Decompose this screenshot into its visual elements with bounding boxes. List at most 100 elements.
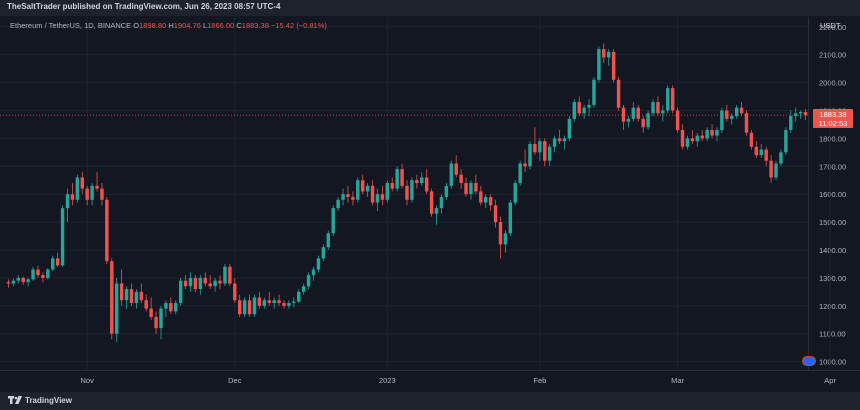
- y-tick-label: 1200.00: [819, 302, 846, 311]
- candle-body: [60, 208, 65, 266]
- candle-body: [587, 104, 591, 108]
- candle-body: [149, 308, 153, 317]
- candle-body: [439, 196, 444, 209]
- y-tick-label: 2200.00: [819, 23, 846, 32]
- candle-body: [469, 183, 473, 195]
- candle-body: [188, 277, 193, 287]
- candle-body: [513, 183, 517, 203]
- candle-body: [710, 130, 714, 136]
- y-tick-label: 1000.00: [819, 358, 846, 367]
- candle-body: [459, 174, 463, 184]
- candle-body: [779, 152, 783, 164]
- candle-body: [95, 185, 99, 189]
- bar-countdown: 11:02:53: [818, 119, 848, 129]
- candle-body: [744, 113, 749, 133]
- candle-body: [774, 163, 778, 178]
- candle-body: [646, 113, 650, 128]
- candle-body: [690, 138, 695, 142]
- candle-body: [237, 300, 242, 315]
- candle-body: [730, 116, 734, 119]
- candle-body: [316, 258, 321, 270]
- y-tick-label: 1500.00: [819, 218, 846, 227]
- candle-body: [484, 196, 488, 203]
- candle-body: [739, 107, 744, 114]
- candle-body: [144, 300, 148, 309]
- candle-body: [114, 283, 119, 334]
- candle-body: [503, 233, 508, 245]
- candle-body: [134, 291, 139, 304]
- y-tick-label: 2000.00: [819, 79, 846, 88]
- candle-body: [803, 111, 808, 116]
- candle-body: [26, 279, 30, 283]
- candle-body: [666, 88, 670, 111]
- candle-body: [247, 300, 252, 315]
- candle-body: [789, 116, 793, 131]
- x-tick-label: Dec: [228, 376, 242, 385]
- candle-body: [351, 196, 355, 200]
- candle-body: [385, 183, 390, 200]
- candle-body: [734, 107, 739, 117]
- candle-body: [51, 258, 55, 270]
- candle-body: [346, 194, 350, 197]
- candle-body: [11, 280, 16, 284]
- event-flag-icon[interactable]: [802, 356, 816, 366]
- candle-body: [410, 180, 414, 200]
- publisher-caption: TheSaltTrader published on TradingView.c…: [7, 2, 281, 11]
- candle-body: [311, 269, 316, 276]
- x-tick-label: Apr: [824, 376, 836, 385]
- candle-body: [592, 79, 596, 105]
- candle-body: [203, 277, 207, 284]
- candle-body: [55, 258, 60, 266]
- candle-body: [670, 88, 675, 111]
- candle-body: [626, 118, 631, 122]
- candle-body: [36, 269, 40, 276]
- candle-body: [80, 177, 84, 189]
- y-tick-label: 1700.00: [819, 162, 846, 171]
- candle-body: [183, 280, 188, 287]
- candle-body: [223, 266, 227, 284]
- candle-body: [321, 247, 326, 259]
- candle-body: [420, 177, 424, 184]
- x-tick-label: Mar: [671, 376, 684, 385]
- x-tick-label: Nov: [81, 376, 95, 385]
- candle-body: [602, 49, 606, 58]
- candle-body: [685, 138, 690, 147]
- candle-body: [218, 280, 222, 284]
- candle-body: [597, 49, 601, 80]
- tradingview-brand[interactable]: TradingView: [8, 396, 72, 405]
- candlestick-chart[interactable]: 1000.00 1100.00 1200.00 1300.00 1400.00 1500.…: [0, 17, 860, 392]
- candle-body: [65, 194, 70, 209]
- candle-body: [464, 183, 468, 195]
- candle-body: [518, 163, 522, 184]
- candle-body: [577, 102, 581, 114]
- candle-body: [198, 277, 203, 290]
- candle-body: [695, 135, 700, 142]
- candle-body: [562, 138, 567, 142]
- candle-body: [287, 303, 291, 306]
- candle-body: [21, 277, 25, 283]
- candle-body: [572, 102, 577, 119]
- candle-body: [336, 199, 340, 209]
- candle-body: [567, 118, 572, 139]
- candle-body: [680, 130, 685, 147]
- symbol-name: Ethereum / TetherUS, 1D, BINANCE: [10, 21, 132, 30]
- candle-body: [641, 118, 645, 128]
- candle-body: [139, 291, 144, 301]
- candle-body: [508, 202, 513, 234]
- high-label: H: [168, 21, 174, 30]
- candle-body: [159, 308, 163, 329]
- y-tick-label: 2100.00: [819, 51, 846, 60]
- candle-body: [124, 289, 129, 301]
- y-tick-label: 1800.00: [819, 134, 846, 143]
- candle-body: [424, 177, 429, 192]
- y-tick-label: 1600.00: [819, 190, 846, 199]
- candle-body: [552, 138, 557, 147]
- candle-body: [85, 188, 89, 200]
- candle-body: [538, 141, 542, 153]
- candle-body: [213, 280, 217, 287]
- candle-body: [356, 180, 360, 200]
- candle-body: [754, 146, 759, 156]
- candle-body: [528, 143, 532, 167]
- candle-body: [395, 169, 399, 189]
- candle-body: [607, 51, 611, 58]
